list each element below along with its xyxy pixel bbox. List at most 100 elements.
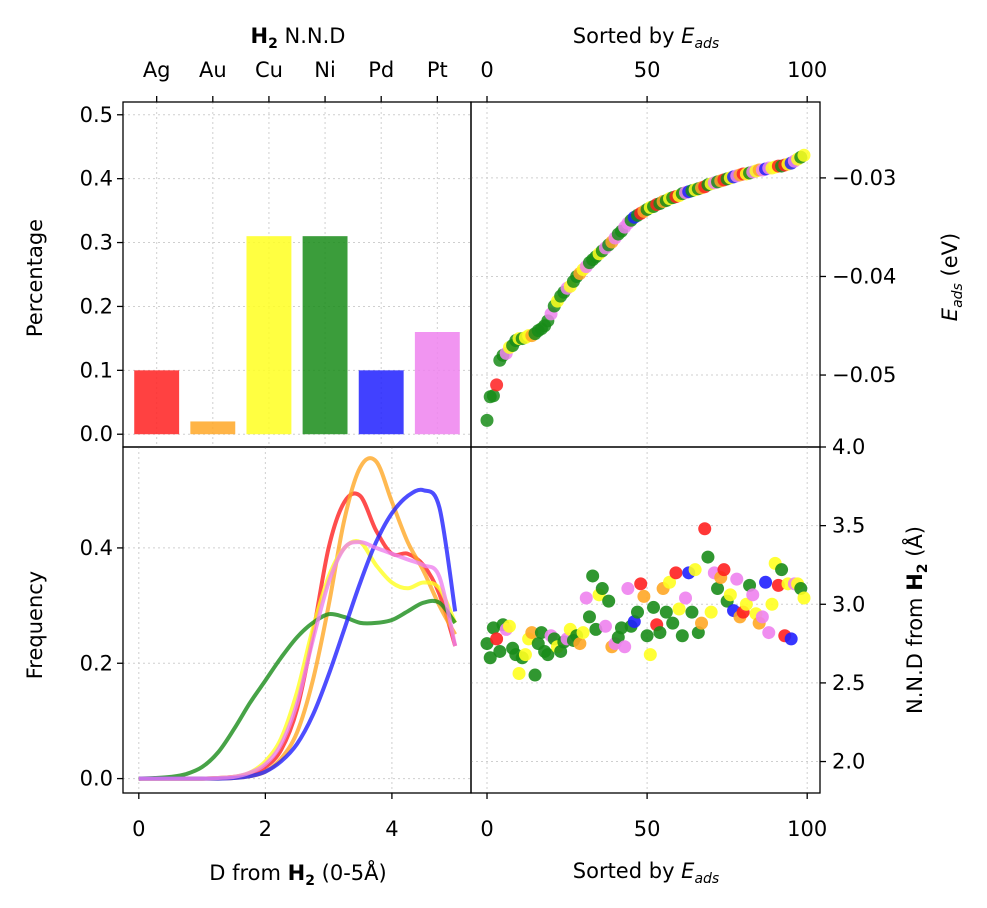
bar-cu bbox=[246, 236, 292, 435]
eads-frame bbox=[470, 101, 821, 448]
nnd-point bbox=[621, 582, 635, 596]
nnd-right-ylabel: N.N.D from H2 (Å) bbox=[901, 526, 931, 714]
eads-xtick-label: 0 bbox=[480, 58, 493, 82]
nnd-point bbox=[647, 600, 661, 614]
kde-xtick-label: 0 bbox=[132, 817, 145, 841]
kde-xtick-label: 2 bbox=[259, 817, 272, 841]
nnd-point bbox=[755, 610, 769, 624]
nnd-point bbox=[711, 582, 725, 596]
bar-chart-panel: 0.0 0.1 0.2 0.3 0.4 0.5 Ag Au Cu Ni Pd Pt bbox=[80, 58, 472, 448]
bar-ytick-label: 0.3 bbox=[80, 231, 113, 255]
nnd-point bbox=[784, 632, 798, 646]
eads-xtick-label: 100 bbox=[787, 58, 827, 82]
nnd-point bbox=[659, 605, 673, 619]
nnd-point bbox=[579, 591, 593, 605]
nnd-point bbox=[679, 591, 693, 605]
eads-xtick-label: 50 bbox=[634, 58, 661, 82]
nnd-ytick-label: 2.5 bbox=[832, 671, 865, 695]
nnd-point bbox=[493, 644, 507, 658]
bar-ytick-label: 0.5 bbox=[80, 103, 113, 127]
nnd-xtick-label: 50 bbox=[634, 817, 661, 841]
nnd-point bbox=[573, 637, 587, 651]
bar-xtick-label: Au bbox=[199, 58, 227, 82]
nnd-point bbox=[685, 605, 699, 619]
nnd-point bbox=[483, 651, 497, 665]
nnd-point bbox=[669, 566, 683, 580]
bar-xtick-label: Pt bbox=[427, 58, 448, 82]
bar-ytick-label: 0.4 bbox=[80, 167, 113, 191]
bar-xtick-label: Cu bbox=[255, 58, 283, 82]
nnd-point bbox=[582, 610, 596, 624]
nnd-point bbox=[643, 648, 657, 662]
nnd-point bbox=[528, 668, 542, 682]
nnd-xlabel: Sorted by Eads bbox=[573, 859, 719, 887]
eads-scatter-panel: 0 50 100 −0.05 −0.04 −0.03 bbox=[470, 58, 896, 448]
kde-ytick-label: 0.2 bbox=[80, 651, 113, 675]
nnd-point bbox=[525, 626, 539, 640]
nnd-point bbox=[480, 637, 494, 651]
nnd-point bbox=[618, 640, 632, 654]
nnd-point bbox=[598, 619, 612, 633]
eads-ytick-label: −0.05 bbox=[832, 363, 896, 387]
eads-ytick-label: −0.04 bbox=[832, 264, 896, 288]
nnd-ytick-label: 2.0 bbox=[832, 750, 865, 774]
kde-ytick-label: 0.4 bbox=[80, 536, 113, 560]
kde-line-panel: 0 2 4 0.0 0.2 0.4 bbox=[80, 446, 472, 841]
kde-ylabel: Frequency bbox=[23, 571, 47, 680]
nnd-point bbox=[672, 602, 686, 616]
bar-ylabel: Percentage bbox=[23, 219, 47, 337]
nnd-point bbox=[518, 648, 532, 662]
nnd-point bbox=[704, 605, 718, 619]
bar-ytick-label: 0.2 bbox=[80, 294, 113, 318]
nnd-point bbox=[640, 629, 654, 643]
eads-right-ylabel: Eads (eV) bbox=[938, 233, 966, 321]
nnd-point bbox=[637, 589, 651, 603]
nnd-point bbox=[739, 597, 753, 611]
nnd-point bbox=[775, 563, 789, 577]
nnd-point bbox=[730, 572, 744, 586]
eads-top-xlabel: Sorted by Eads bbox=[573, 24, 719, 52]
bar-xtick-label: Ag bbox=[143, 58, 171, 82]
nnd-point bbox=[698, 522, 712, 536]
nnd-point bbox=[614, 621, 628, 635]
nnd-point bbox=[717, 563, 731, 577]
kde-xlabel: D from H2 (0-5Å) bbox=[209, 859, 386, 889]
eads-point bbox=[480, 413, 494, 427]
nnd-point bbox=[576, 626, 590, 640]
nnd-point bbox=[502, 619, 516, 633]
eads-point bbox=[797, 148, 811, 162]
nnd-ytick-label: 3.5 bbox=[832, 514, 865, 538]
nnd-point bbox=[688, 563, 702, 577]
bar-ytick-label: 0.0 bbox=[80, 422, 113, 446]
nnd-point bbox=[541, 648, 555, 662]
nnd-ytick-label: 3.0 bbox=[832, 592, 865, 616]
nnd-xtick-label: 100 bbox=[787, 817, 827, 841]
nnd-point bbox=[797, 591, 811, 605]
nnd-frame bbox=[470, 446, 821, 794]
nnd-ytick-label: 4.0 bbox=[832, 435, 865, 459]
nnd-point bbox=[663, 575, 677, 589]
bar-pd bbox=[358, 370, 404, 435]
nnd-point bbox=[595, 582, 609, 596]
kde-series-line bbox=[138, 456, 457, 781]
nnd-point bbox=[490, 632, 504, 646]
nnd-point bbox=[762, 626, 776, 640]
nnd-point bbox=[701, 550, 715, 564]
bar-top-title: H2 N.N.D bbox=[251, 24, 346, 52]
nnd-xtick-label: 0 bbox=[480, 817, 493, 841]
kde-ytick-label: 0.0 bbox=[80, 767, 113, 791]
nnd-point bbox=[512, 666, 526, 680]
bar-ag bbox=[134, 370, 180, 435]
nnd-point bbox=[746, 588, 760, 602]
bar-ytick-label: 0.1 bbox=[80, 358, 113, 382]
bar-au bbox=[190, 421, 236, 435]
nnd-point bbox=[666, 616, 680, 630]
nnd-point bbox=[771, 578, 785, 592]
eads-point bbox=[490, 378, 504, 392]
nnd-point bbox=[759, 575, 773, 589]
nnd-point bbox=[723, 588, 737, 602]
bar-pt bbox=[414, 332, 460, 435]
kde-xtick-label: 4 bbox=[385, 817, 398, 841]
nnd-point bbox=[586, 569, 600, 583]
